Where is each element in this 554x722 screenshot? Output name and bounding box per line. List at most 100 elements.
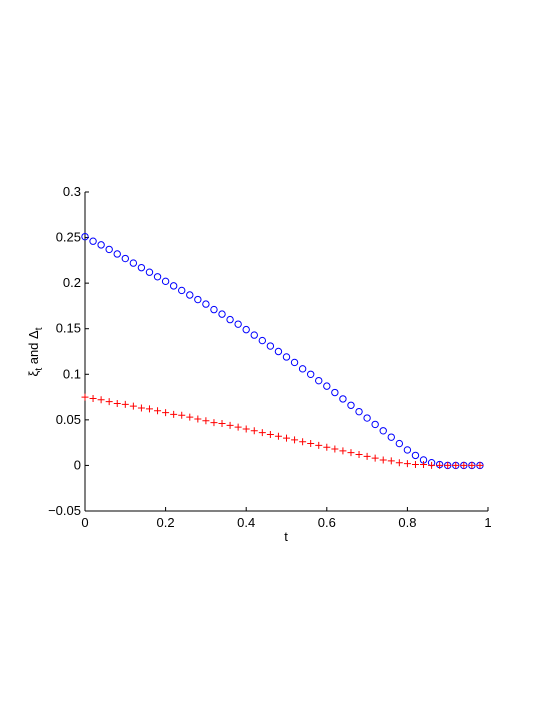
point xyxy=(137,404,145,412)
point xyxy=(210,305,218,314)
point xyxy=(218,420,226,428)
y-tick-label: 0 xyxy=(74,457,81,472)
point xyxy=(315,376,323,385)
point xyxy=(105,398,113,406)
point xyxy=(105,245,113,254)
point xyxy=(331,388,339,397)
point xyxy=(323,382,331,390)
point xyxy=(250,331,258,339)
point xyxy=(379,427,387,435)
point xyxy=(347,401,355,409)
point xyxy=(274,347,283,356)
point xyxy=(145,268,154,276)
y-tick-label: −0.05 xyxy=(48,503,81,518)
point xyxy=(411,461,419,469)
y-tick-label: 0.2 xyxy=(63,275,81,290)
y-label-part: t xyxy=(34,368,45,371)
y-axis-label: ξt and Δt xyxy=(26,327,45,376)
point xyxy=(403,446,412,454)
point xyxy=(266,430,274,438)
point xyxy=(307,440,315,448)
point xyxy=(395,439,404,448)
point xyxy=(129,402,137,410)
y-label-part: t xyxy=(34,327,45,330)
point xyxy=(226,315,234,324)
point xyxy=(234,423,242,431)
point xyxy=(226,421,234,429)
point xyxy=(194,295,202,304)
point xyxy=(347,449,355,457)
point xyxy=(331,445,339,453)
point xyxy=(202,417,210,425)
point xyxy=(242,325,250,334)
point xyxy=(81,232,89,241)
point xyxy=(178,411,186,419)
point xyxy=(290,358,299,367)
point xyxy=(452,461,460,469)
point xyxy=(379,456,387,464)
point xyxy=(371,420,379,429)
point xyxy=(218,310,226,318)
point xyxy=(283,434,290,442)
point xyxy=(186,291,194,299)
point xyxy=(97,241,105,249)
point xyxy=(299,438,307,446)
point xyxy=(258,429,266,437)
point xyxy=(202,300,210,308)
point xyxy=(161,277,170,286)
point xyxy=(178,286,186,295)
y-label-part: ξ xyxy=(26,371,41,377)
point xyxy=(81,393,89,401)
y-tick-label: 0.25 xyxy=(56,230,81,245)
point xyxy=(89,237,97,245)
y-tick-label: 0.15 xyxy=(56,321,81,336)
point xyxy=(145,405,153,413)
point xyxy=(194,415,202,423)
point xyxy=(323,443,331,451)
point xyxy=(210,419,218,427)
point xyxy=(282,353,291,361)
point xyxy=(121,254,130,263)
point xyxy=(113,250,121,258)
point xyxy=(250,427,258,435)
point xyxy=(129,259,138,267)
point xyxy=(444,461,452,469)
point xyxy=(291,436,299,444)
point xyxy=(137,263,146,272)
point xyxy=(428,461,436,469)
point xyxy=(274,432,282,440)
point xyxy=(315,441,323,449)
point xyxy=(306,370,315,378)
point xyxy=(371,454,379,462)
x-tick-label: 0.4 xyxy=(237,515,255,530)
point xyxy=(234,320,242,328)
point xyxy=(420,461,428,469)
y-tick-label: 0.05 xyxy=(56,412,81,427)
point xyxy=(355,450,363,458)
point xyxy=(387,433,395,441)
point xyxy=(242,425,250,433)
point xyxy=(403,460,411,468)
y-label-part: and Δ xyxy=(26,330,41,368)
x-tick-label: 0.8 xyxy=(398,515,416,530)
point xyxy=(363,414,371,422)
point xyxy=(460,461,468,469)
x-tick-label: 0 xyxy=(81,515,88,530)
point xyxy=(89,394,97,402)
x-axis-label: t xyxy=(284,529,288,544)
point xyxy=(363,452,371,460)
x-tick-label: 1 xyxy=(484,515,491,530)
point xyxy=(153,273,162,281)
point xyxy=(476,461,484,469)
point xyxy=(266,342,275,350)
point xyxy=(162,409,170,417)
point xyxy=(395,459,403,467)
point xyxy=(339,395,347,403)
point xyxy=(339,447,347,455)
point xyxy=(298,365,307,373)
x-tick-label: 0.2 xyxy=(157,515,175,530)
point xyxy=(121,400,129,408)
y-tick-label: 0.3 xyxy=(63,184,81,199)
